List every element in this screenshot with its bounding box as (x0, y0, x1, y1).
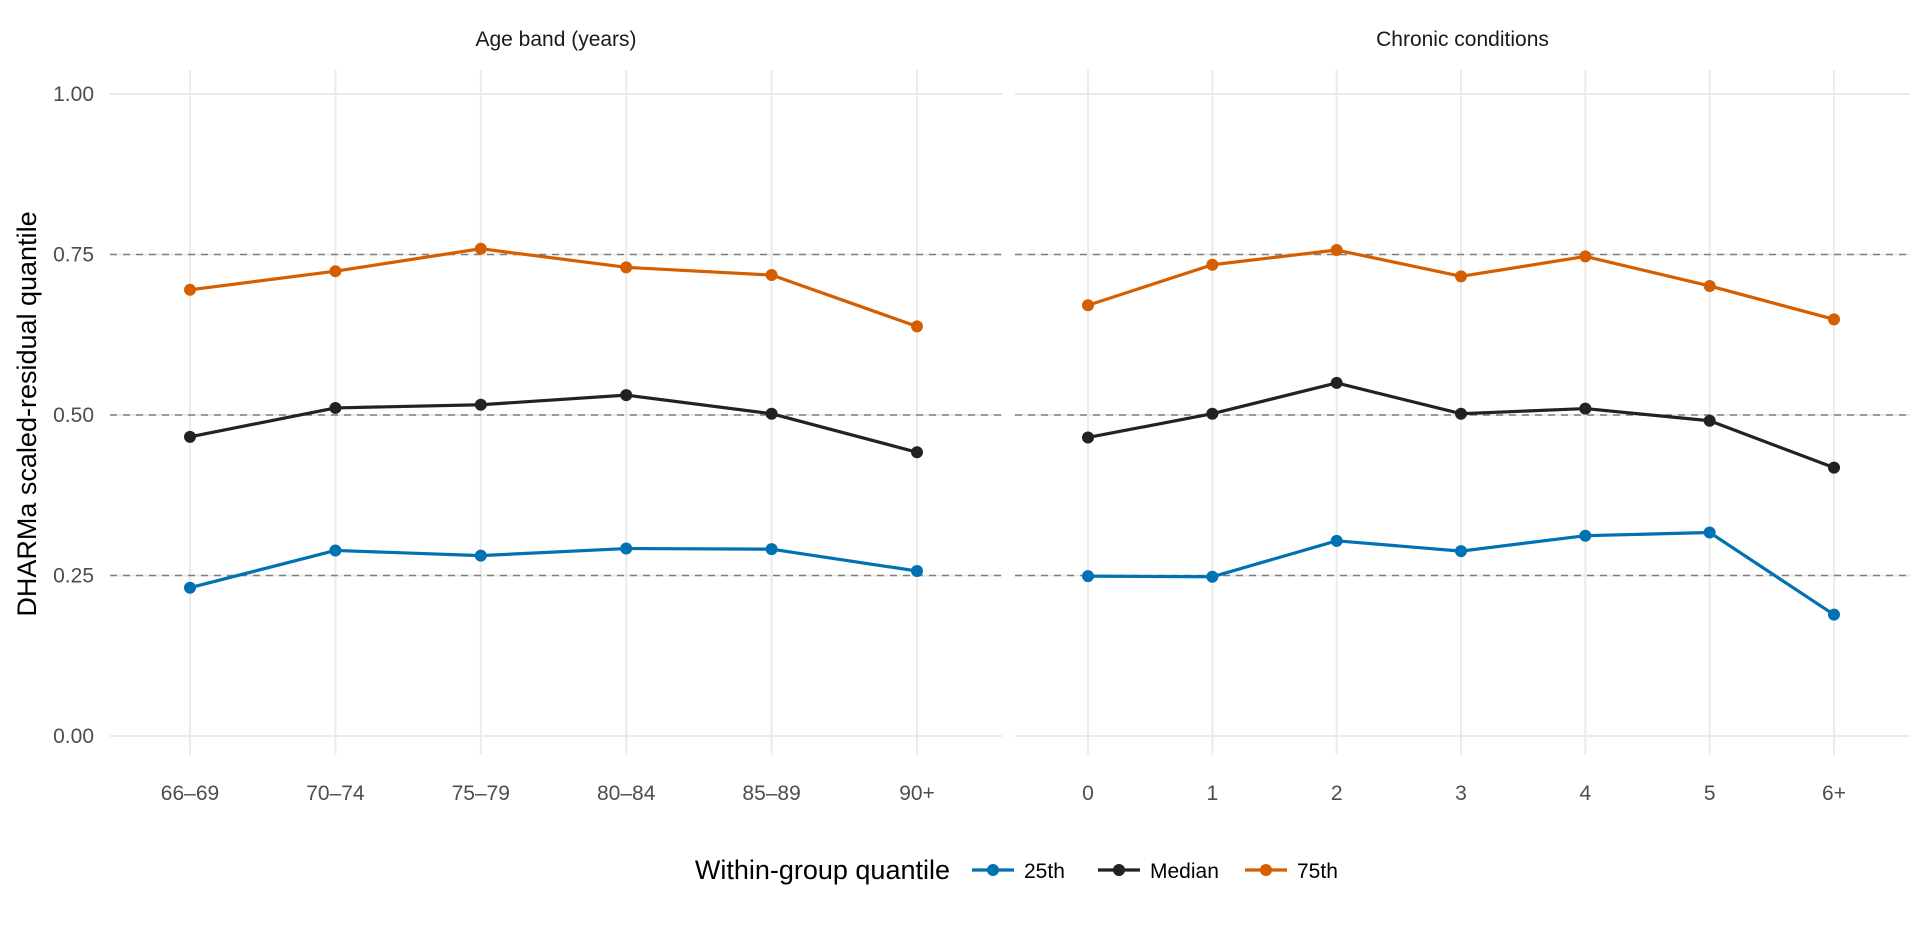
data-point (765, 269, 778, 282)
data-point (184, 581, 196, 594)
panels-layer: Age band (years) 66–69 70–74 75–79 80–84 85–8… (53, 28, 1910, 805)
data-point (1455, 407, 1467, 420)
x-tick-label: 4 (1579, 782, 1591, 805)
data-point (911, 565, 923, 578)
facet-strip-label: Age band (years) (475, 28, 636, 51)
y-tick-label: 1.00 (53, 83, 94, 106)
series-75th (1082, 244, 1840, 326)
series-line (188, 546, 919, 590)
data-point (911, 446, 923, 459)
panel-1: Age band (years) 66–69 70–74 75–79 80–84 85–8… (110, 28, 1002, 805)
x-tick-label: 6+ (1822, 782, 1846, 805)
x-tick-label: 1 (1206, 782, 1218, 805)
facet-strip-label: Chronic conditions (1376, 28, 1549, 51)
data-point (765, 543, 778, 556)
legend-title: Within-group quantile (695, 855, 950, 885)
series-25th (184, 542, 923, 594)
x-tick-label: 80–84 (597, 782, 656, 805)
data-point (1206, 258, 1219, 271)
x-tick-label: 2 (1331, 782, 1343, 805)
data-point (1082, 299, 1094, 312)
data-point (1082, 431, 1094, 444)
data-point (1330, 534, 1343, 547)
legend-point-swatch (1113, 864, 1125, 876)
x-tick-label: 85–89 (742, 782, 800, 805)
data-point (474, 549, 487, 562)
data-point (1828, 461, 1840, 474)
series-line (188, 247, 919, 329)
x-tick-label: 5 (1704, 782, 1716, 805)
data-point (1703, 414, 1716, 427)
data-point (1579, 402, 1592, 415)
data-point (1330, 244, 1343, 257)
series-25th (1082, 526, 1840, 621)
series-75th (184, 242, 923, 333)
data-point (911, 320, 923, 333)
data-point (1579, 529, 1592, 542)
legend-label: 25th (1024, 860, 1065, 883)
data-point (620, 261, 633, 274)
data-point (1828, 608, 1840, 621)
legend-point-swatch (1260, 864, 1272, 876)
data-point (620, 389, 633, 402)
x-tick-label: 0 (1082, 782, 1094, 805)
data-point (1206, 570, 1219, 583)
data-point (474, 398, 487, 411)
y-tick-label: 0.00 (53, 725, 94, 748)
data-point (329, 401, 342, 414)
data-point (1828, 313, 1840, 326)
x-tick-label: 66–69 (161, 782, 219, 805)
data-point (1082, 570, 1094, 583)
data-point (1330, 376, 1343, 389)
data-point (1703, 279, 1716, 292)
legend-point-swatch (987, 864, 999, 876)
data-point (184, 283, 196, 296)
legend-entry-median: Median (1098, 860, 1219, 883)
x-tick-label: 90+ (899, 782, 935, 805)
legend: Within-group quantile 25th Median 75th (695, 855, 1338, 885)
x-tick-label: 75–79 (452, 782, 510, 805)
data-point (1703, 526, 1716, 539)
data-point (1206, 407, 1219, 420)
data-point (474, 242, 487, 255)
x-tick-label: 70–74 (306, 782, 365, 805)
data-point (1579, 250, 1592, 263)
legend-label: 75th (1297, 860, 1338, 883)
data-point (1455, 545, 1467, 558)
x-tick-label: 3 (1455, 782, 1467, 805)
data-point (1455, 270, 1467, 283)
series-median (184, 389, 923, 459)
data-point (765, 407, 778, 420)
panel-2: Chronic conditions 0 1 2 3 4 5 6+ (1015, 28, 1910, 805)
legend-entry-25th: 25th (972, 860, 1065, 883)
legend-entry-75th: 75th (1245, 860, 1338, 883)
data-point (184, 430, 196, 443)
y-axis-title: DHARMa scaled-residual quantile (12, 211, 42, 616)
data-point (329, 544, 342, 557)
series-line (188, 393, 919, 454)
y-tick-label: 0.50 (53, 404, 94, 427)
legend-label: Median (1150, 860, 1219, 883)
data-point (329, 265, 342, 278)
series-median (1082, 376, 1840, 474)
y-tick-label: 0.75 (53, 244, 94, 267)
data-point (620, 542, 633, 555)
y-tick-label: 0.25 (53, 565, 94, 588)
